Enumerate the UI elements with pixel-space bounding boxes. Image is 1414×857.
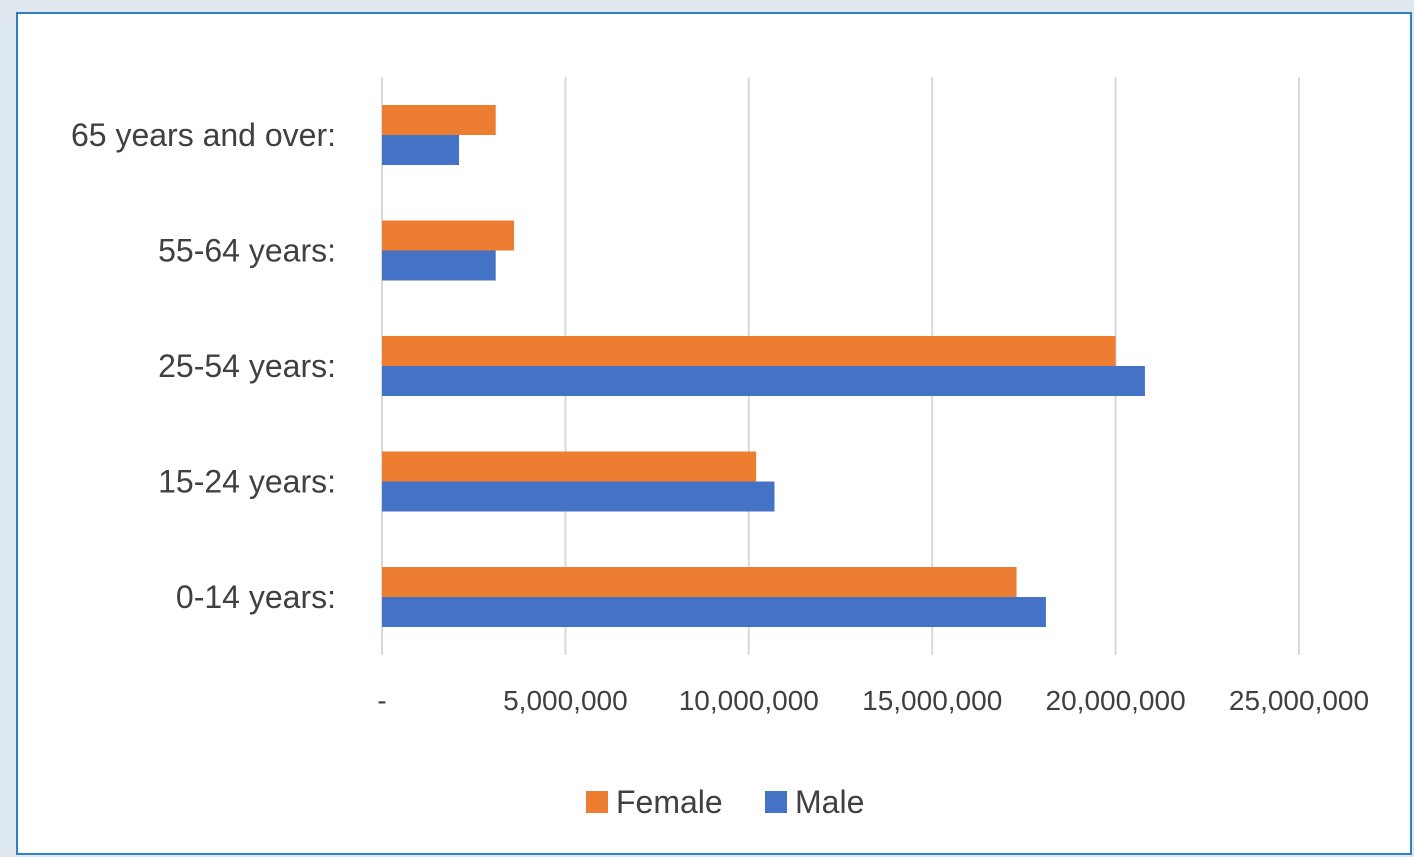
category-label: 15-24 years: xyxy=(158,464,336,500)
category-label: 25-54 years: xyxy=(158,348,336,384)
bars xyxy=(382,105,1145,627)
legend-label-male: Male xyxy=(795,784,864,820)
x-tick-label: - xyxy=(377,685,386,716)
x-tick-label: 25,000,000 xyxy=(1229,685,1369,716)
bar-female xyxy=(382,105,496,135)
category-label: 55-64 years: xyxy=(158,233,336,269)
bar-female xyxy=(382,336,1116,366)
x-tick-label: 5,000,000 xyxy=(503,685,628,716)
chart-frame xyxy=(16,12,1412,855)
x-tick-label: 15,000,000 xyxy=(862,685,1002,716)
x-tick-labels: - 5,000,000 10,000,000 15,000,000 20,000,000… xyxy=(377,685,1369,716)
category-label: 0-14 years: xyxy=(176,579,336,615)
bar-female xyxy=(382,451,757,482)
legend-label-female: Female xyxy=(616,784,723,820)
category-labels: 65 years and over: 55-64 years: 25-54 year… xyxy=(71,117,336,615)
bar-male xyxy=(382,135,460,165)
x-tick-label: 20,000,000 xyxy=(1046,685,1186,716)
legend-swatch-female xyxy=(586,791,608,813)
category-label: 65 years and over: xyxy=(71,117,336,153)
bar-male xyxy=(382,597,1046,627)
bar-male xyxy=(382,481,775,512)
bar-female xyxy=(382,220,515,251)
bar-male xyxy=(382,250,496,281)
legend: Female Male xyxy=(586,784,864,820)
x-tick-label: 10,000,000 xyxy=(679,685,819,716)
bar-male xyxy=(382,366,1145,396)
legend-swatch-male xyxy=(765,791,787,813)
bar-female xyxy=(382,567,1017,597)
